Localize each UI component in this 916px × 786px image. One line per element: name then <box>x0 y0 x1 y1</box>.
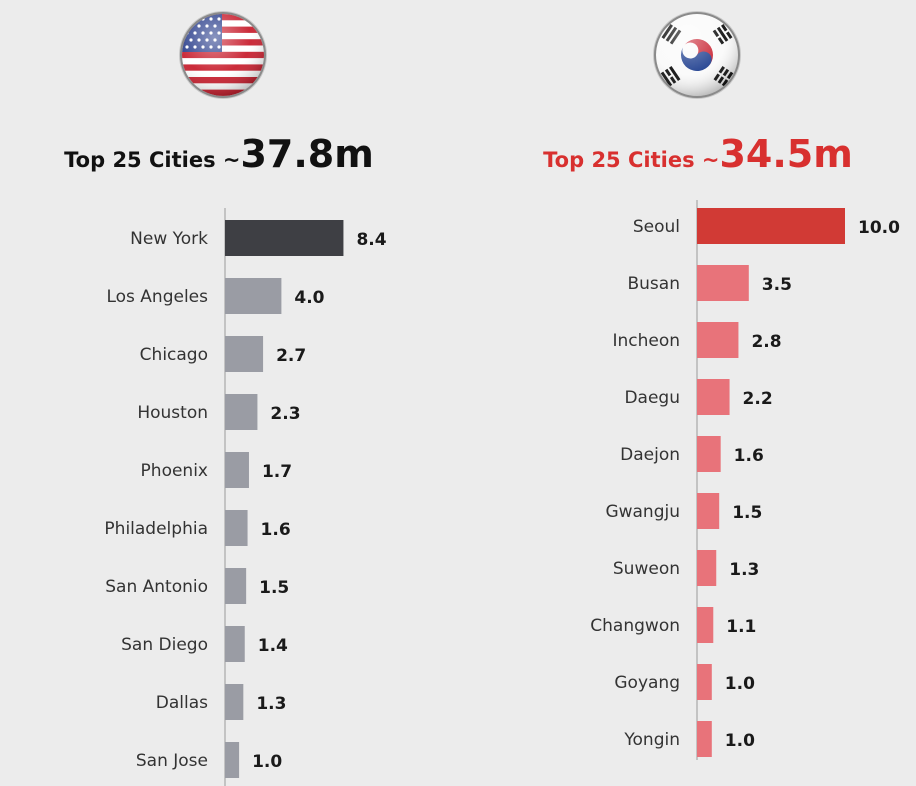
us-category-label: Los Angeles <box>106 287 208 307</box>
kr-category-label: Daegu <box>624 388 680 408</box>
kr-bar <box>697 721 712 757</box>
us-bar <box>225 220 344 256</box>
us-bar <box>225 394 258 430</box>
kr-category-label: Seoul <box>633 217 680 237</box>
kr-bar <box>697 607 714 643</box>
kr-category-label: Busan <box>628 274 681 294</box>
us-value-label: 4.0 <box>294 288 324 308</box>
us-value-label: 2.7 <box>276 346 306 366</box>
us-flag-icon <box>179 11 267 99</box>
us-bar <box>225 568 247 604</box>
kr-value-label: 3.5 <box>762 275 792 295</box>
kr-chart-title: Top 25 Cities ~34.5m <box>543 132 853 176</box>
kr-value-label: 10.0 <box>858 218 900 238</box>
kr-bar <box>697 664 712 700</box>
kr-title-total: 34.5m <box>719 132 852 176</box>
kr-bar <box>697 208 845 244</box>
us-chart-title: Top 25 Cities ~37.8m <box>64 132 374 176</box>
us-value-label: 8.4 <box>356 230 386 250</box>
kr-value-label: 1.3 <box>729 560 759 580</box>
kr-value-label: 1.5 <box>732 503 762 523</box>
us-category-label: San Diego <box>121 635 208 655</box>
kr-category-label: Incheon <box>612 331 680 351</box>
kr-category-label: Gwangju <box>605 502 680 522</box>
us-category-label: Chicago <box>140 345 208 365</box>
kr-value-label: 2.2 <box>743 389 773 409</box>
us-category-label: Dallas <box>156 693 208 713</box>
us-bar <box>225 510 248 546</box>
kr-bar <box>697 265 749 301</box>
us-bar-chart: New York 8.4 Los Angeles 4.0 Chicago 2.7 Houst… <box>104 208 387 786</box>
kr-bar <box>697 379 730 415</box>
us-bar <box>225 278 282 314</box>
kr-value-label: 1.0 <box>725 674 755 694</box>
us-category-label: San Jose <box>136 751 208 771</box>
us-value-label: 2.3 <box>270 404 300 424</box>
kr-title-prefix: Top 25 Cities ~ <box>543 148 719 172</box>
kr-bar <box>697 436 721 472</box>
us-category-label: Houston <box>137 403 208 423</box>
us-value-label: 1.0 <box>252 752 282 772</box>
us-category-label: San Antonio <box>105 577 208 597</box>
us-bar <box>225 742 240 778</box>
kr-bar-chart: Seoul 10.0 Busan 3.5 Incheon 2.8 Daegu 2.2 Daejo… <box>590 200 900 760</box>
kr-bar <box>697 493 720 529</box>
kr-category-label: Goyang <box>614 673 680 693</box>
us-category-label: Philadelphia <box>104 519 208 539</box>
us-title-total: 37.8m <box>240 132 373 176</box>
kr-value-label: 1.0 <box>725 731 755 751</box>
us-value-label: 1.5 <box>259 578 289 598</box>
kr-value-label: 1.6 <box>734 446 764 466</box>
us-value-label: 1.4 <box>258 636 288 656</box>
kr-category-label: Yongin <box>623 730 680 750</box>
kr-value-label: 2.8 <box>751 332 781 352</box>
us-category-label: Phoenix <box>141 461 208 481</box>
south-korea-flag-icon <box>653 11 741 99</box>
us-value-label: 1.6 <box>261 520 291 540</box>
us-bar <box>225 452 249 488</box>
kr-bar <box>697 322 739 358</box>
us-value-label: 1.3 <box>256 694 286 714</box>
kr-value-label: 1.1 <box>726 617 756 637</box>
us-category-label: New York <box>130 229 208 249</box>
kr-category-label: Changwon <box>590 616 680 636</box>
us-value-label: 1.7 <box>262 462 292 482</box>
kr-category-label: Daejon <box>620 445 680 465</box>
kr-category-label: Suweon <box>613 559 680 579</box>
us-bar <box>225 684 244 720</box>
kr-bar <box>697 550 717 586</box>
us-title-prefix: Top 25 Cities ~ <box>64 148 240 172</box>
us-bar <box>225 336 264 372</box>
us-bar <box>225 626 245 662</box>
